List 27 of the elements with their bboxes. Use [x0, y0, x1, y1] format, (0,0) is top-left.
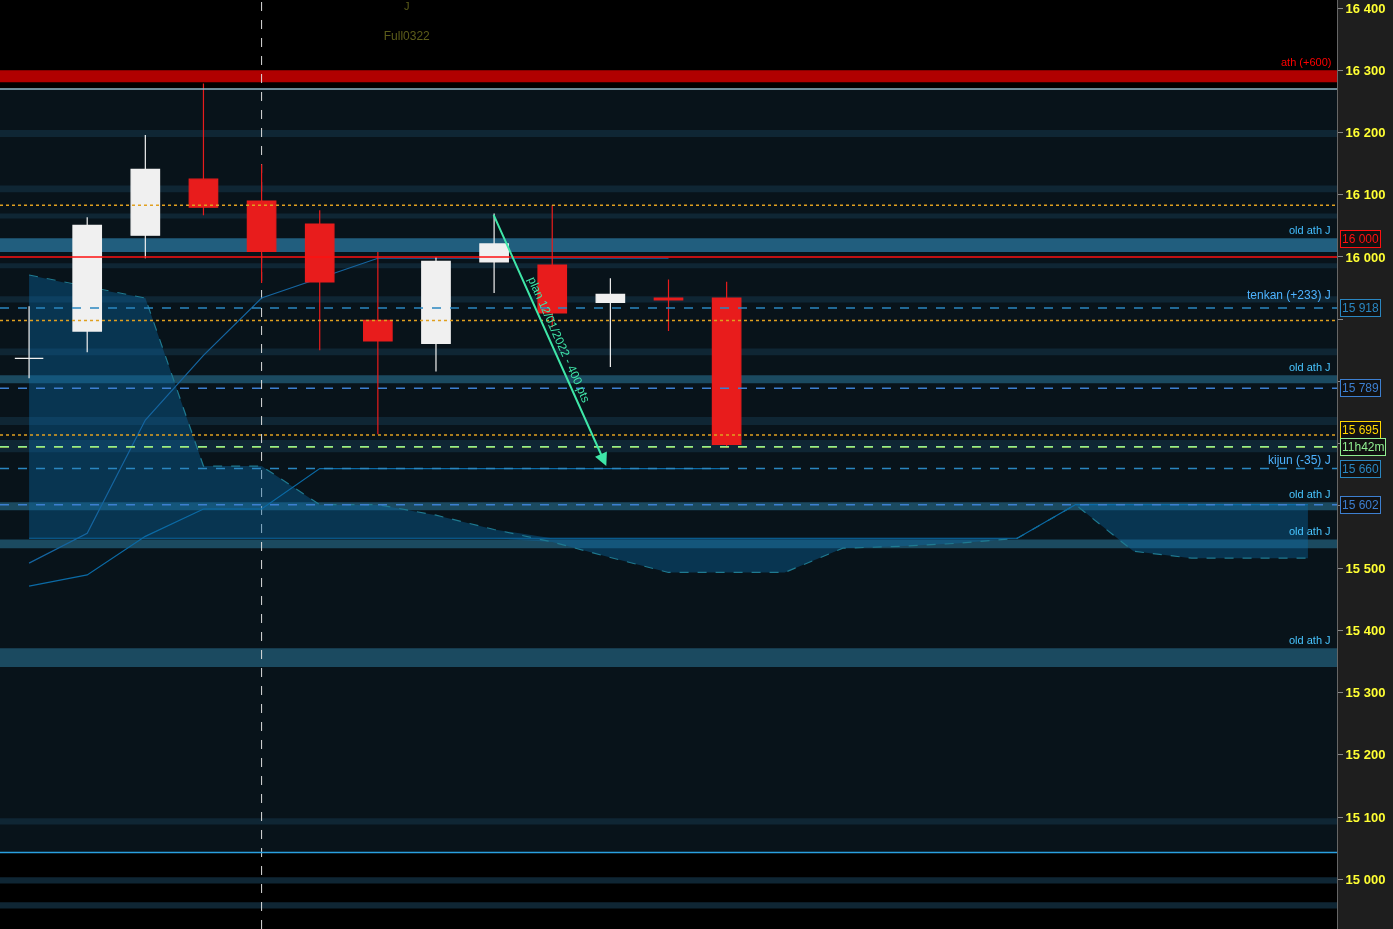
ref-line-label: 15 789 [1342, 381, 1380, 395]
y-tick-label: 15 100 [1345, 809, 1386, 825]
ref-line-label: 11h42m [1342, 440, 1385, 454]
band-label: ath (+600) [1281, 56, 1332, 68]
annotation: tenkan (+233) J [1247, 288, 1331, 302]
ref-line-label: 15 602 [1342, 498, 1380, 512]
y-tick-label: 15 500 [1345, 560, 1386, 576]
band-label: old ath J [1289, 634, 1331, 646]
ref-line-label: 15 695 [1342, 423, 1380, 437]
chart-title: J [404, 0, 410, 13]
band-label: old ath J [1289, 361, 1331, 373]
band-label: old ath J [1289, 525, 1331, 537]
y-tick-label: 15 400 [1345, 622, 1386, 638]
y-tick-label: 16 100 [1345, 187, 1386, 203]
ref-line-label: 15 660 [1342, 462, 1380, 476]
band-label: old ath J [1289, 224, 1331, 236]
annotation: kijun (-35) J [1268, 453, 1331, 467]
text: Full0322 [383, 29, 431, 44]
y-tick-label: 15 200 [1345, 747, 1386, 763]
y-tick-label: 16 300 [1345, 62, 1386, 78]
y-tick-label: 15 000 [1345, 871, 1386, 887]
y-tick-label: 16 000 [1345, 249, 1386, 265]
y-tick-label: 15 300 [1345, 685, 1386, 701]
y-tick-label: 16 400 [1345, 0, 1386, 16]
ref-line-label: 15 918 [1342, 301, 1380, 315]
y-tick-label: 16 200 [1345, 125, 1386, 141]
band-label: old ath J [1289, 488, 1331, 500]
